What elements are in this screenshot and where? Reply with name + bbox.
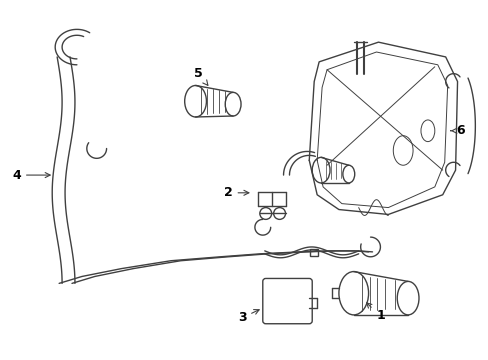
Text: 1: 1: [366, 303, 384, 322]
Text: 4: 4: [12, 168, 50, 181]
Text: 2: 2: [224, 186, 248, 199]
Text: 3: 3: [237, 310, 259, 324]
FancyBboxPatch shape: [309, 249, 318, 256]
Text: 6: 6: [450, 124, 464, 137]
Text: 5: 5: [194, 67, 207, 85]
